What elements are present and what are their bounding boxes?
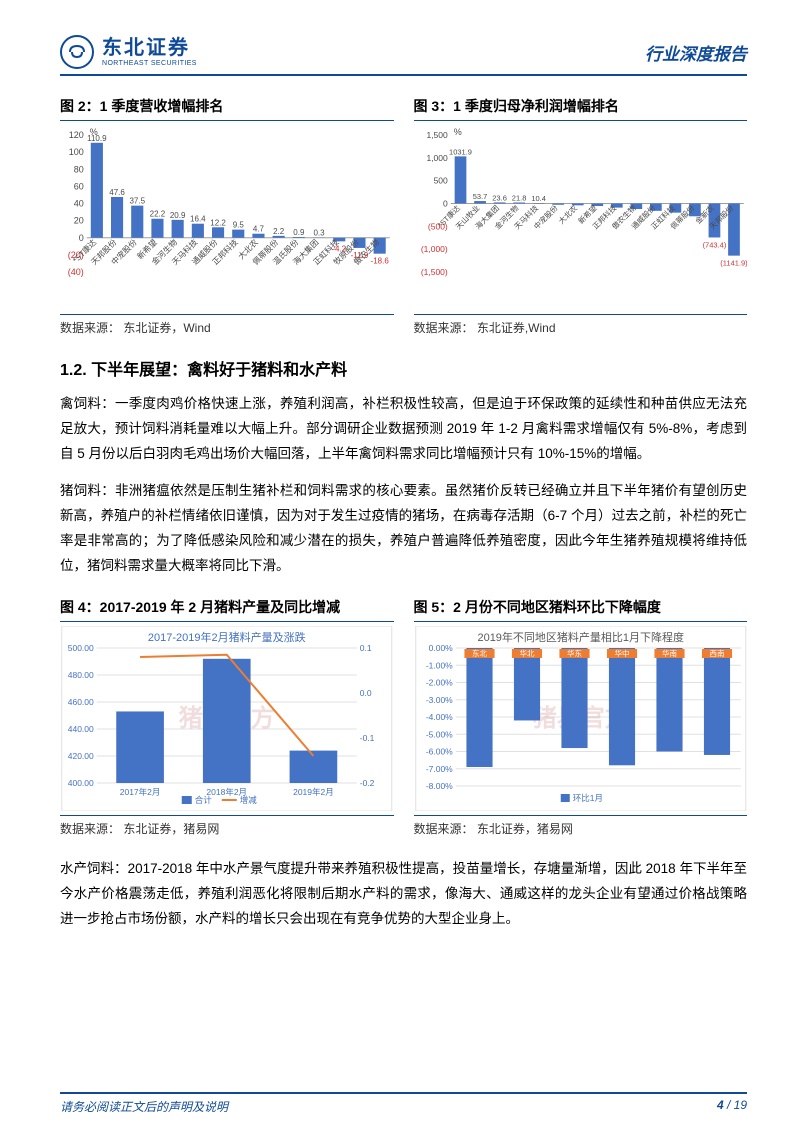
svg-text:-4.00%: -4.00% [425, 712, 452, 722]
company-logo: 东北证券 NORTHEAST SECURITIES [60, 35, 197, 69]
svg-text:500.00: 500.00 [68, 643, 94, 653]
svg-text:10.4: 10.4 [531, 194, 546, 203]
logo-icon [60, 35, 94, 69]
svg-text:20: 20 [74, 216, 84, 226]
svg-text:-1.00%: -1.00% [425, 660, 452, 670]
svg-text:%: % [453, 127, 461, 137]
footer-disclaimer: 请务必阅读正文后的声明及说明 [60, 1098, 228, 1115]
svg-text:500: 500 [433, 176, 447, 186]
svg-text:1,500: 1,500 [426, 130, 448, 140]
figure-5: 图 5：2 月份不同地区猪料环比下降幅度 2019年不同地区猪料产量相比1月下降… [414, 597, 748, 837]
svg-text:(1,500): (1,500) [420, 267, 447, 277]
svg-text:0.00%: 0.00% [428, 643, 453, 653]
svg-text:60: 60 [74, 181, 84, 191]
svg-text:(1,000): (1,000) [420, 244, 447, 254]
fig2-source: 数据来源： 东北证券，Wind [60, 314, 394, 336]
para-aqua: 水产饲料：2017-2018 年中水产景气度提升带来养殖积极性提高，投苗量增长，… [60, 857, 747, 932]
svg-text:增减: 增减 [240, 795, 258, 805]
svg-text:53.7: 53.7 [472, 192, 487, 201]
figure-3: 图 3：1 季度归母净利润增幅排名 (1,500)(1,000)(500)050… [414, 96, 748, 336]
fig4-chart: 2017-2019年2月猪料产量及涨跌 400.00 420.00 440.00 460… [60, 626, 394, 811]
svg-text:20.9: 20.9 [170, 211, 186, 220]
svg-text:-0.1: -0.1 [360, 733, 375, 743]
section-1-2-heading: 1.2. 下半年展望：禽料好于猪料和水产料 [60, 356, 747, 380]
svg-text:100: 100 [69, 147, 84, 157]
svg-text:9.5: 9.5 [233, 221, 245, 230]
svg-text:400.00: 400.00 [68, 778, 94, 788]
fig3-source: 数据来源： 东北证券,Wind [414, 314, 748, 336]
svg-text:-2.00%: -2.00% [425, 677, 452, 687]
svg-text:(743.4): (743.4) [702, 240, 726, 249]
svg-text:-18.6: -18.6 [371, 257, 390, 266]
page-footer: 请务必阅读正文后的声明及说明 4 / 19 [60, 1092, 747, 1115]
svg-text:1031.9: 1031.9 [449, 147, 472, 156]
fig5-chart: 2019年不同地区猪料产量相比1月下降程度 -8.00% -7.00% -6.00% -… [414, 626, 748, 811]
svg-text:0: 0 [79, 233, 84, 243]
svg-text:2019年不同地区猪料产量相比1月下降程度: 2019年不同地区猪料产量相比1月下降程度 [477, 630, 684, 644]
svg-text:环比1月: 环比1月 [572, 793, 602, 803]
svg-text:2017-2019年2月猪料产量及涨跌: 2017-2019年2月猪料产量及涨跌 [148, 630, 306, 644]
svg-text:2.2: 2.2 [273, 227, 285, 236]
svg-text:大北农: 大北农 [556, 202, 579, 225]
svg-text:-0.2: -0.2 [360, 778, 375, 788]
svg-text:0.9: 0.9 [293, 228, 305, 237]
para-pig: 猪饲料：非洲猪瘟依然是压制生猪补栏和饲料需求的核心要素。虽然猪价反转已经确立并且… [60, 479, 747, 579]
svg-text:4.7: 4.7 [253, 225, 265, 234]
svg-text:-8.00%: -8.00% [425, 781, 452, 791]
fig5-source: 数据来源： 东北证券，猪易网 [414, 815, 748, 837]
svg-text:460.00: 460.00 [68, 697, 94, 707]
fig5-title: 图 5：2 月份不同地区猪料环比下降幅度 [414, 597, 748, 622]
svg-text:16.4: 16.4 [190, 215, 206, 224]
report-type: 行业深度报告 [645, 40, 747, 65]
svg-text:40: 40 [74, 199, 84, 209]
svg-text:480.00: 480.00 [68, 670, 94, 680]
svg-text:西南: 西南 [709, 648, 724, 658]
svg-text:47.6: 47.6 [109, 188, 125, 197]
svg-text:-7.00%: -7.00% [425, 764, 452, 774]
svg-text:华南: 华南 [662, 648, 677, 658]
para-poultry: 禽饲料：一季度肉鸡价格快速上涨，养殖利润高，补栏积极性较高，但是迫于环保政策的延… [60, 392, 747, 467]
figure-4: 图 4：2017-2019 年 2 月猪料产量及同比增减 2017-2019年2… [60, 597, 394, 837]
logo-en: NORTHEAST SECURITIES [102, 60, 197, 67]
svg-text:21.8: 21.8 [511, 194, 526, 203]
svg-text:华北: 华北 [519, 648, 534, 658]
svg-text:华中: 华中 [614, 648, 629, 658]
svg-text:440.00: 440.00 [68, 724, 94, 734]
fig3-title: 图 3：1 季度归母净利润增幅排名 [414, 96, 748, 121]
svg-text:东北: 东北 [472, 648, 487, 658]
svg-text:120: 120 [69, 130, 84, 140]
svg-text:-6.00%: -6.00% [425, 746, 452, 756]
svg-text:合计: 合计 [195, 795, 213, 805]
svg-text:12.2: 12.2 [210, 218, 226, 227]
svg-text:-3.00%: -3.00% [425, 695, 452, 705]
svg-text:420.00: 420.00 [68, 751, 94, 761]
svg-text:2017年2月: 2017年2月 [120, 787, 161, 797]
svg-text:0.1: 0.1 [360, 643, 372, 653]
svg-text:80: 80 [74, 164, 84, 174]
svg-text:0: 0 [443, 199, 448, 209]
page-number: 4 / 19 [717, 1098, 747, 1115]
svg-text:22.2: 22.2 [150, 210, 166, 219]
svg-text:(1141.9): (1141.9) [720, 259, 747, 268]
fig2-title: 图 2：1 季度营收增幅排名 [60, 96, 394, 121]
fig3-chart: (1,500)(1,000)(500)05001,0001,500%1031.9… [414, 125, 748, 310]
figure-2: 图 2：1 季度营收增幅排名 (40)(20)020406080100120%1… [60, 96, 394, 336]
svg-text:23.6: 23.6 [492, 193, 507, 202]
svg-text:37.5: 37.5 [129, 197, 145, 206]
svg-text:2019年2月: 2019年2月 [293, 787, 334, 797]
svg-text:-5.00%: -5.00% [425, 729, 452, 739]
svg-text:0.3: 0.3 [313, 228, 325, 237]
svg-text:110.9: 110.9 [87, 134, 107, 143]
svg-text:(40): (40) [68, 267, 84, 277]
fig4-title: 图 4：2017-2019 年 2 月猪料产量及同比增减 [60, 597, 394, 622]
fig4-source: 数据来源： 东北证券，猪易网 [60, 815, 394, 837]
svg-text:0.0: 0.0 [360, 688, 372, 698]
svg-text:1,000: 1,000 [426, 153, 448, 163]
logo-cn: 东北证券 [102, 38, 197, 58]
header-divider [60, 74, 747, 76]
svg-text:华东: 华东 [567, 648, 582, 658]
fig2-chart: (40)(20)020406080100120%110.9*ST康达47.6天邦… [60, 125, 394, 310]
page-header: 东北证券 NORTHEAST SECURITIES 行业深度报告 [60, 35, 747, 69]
